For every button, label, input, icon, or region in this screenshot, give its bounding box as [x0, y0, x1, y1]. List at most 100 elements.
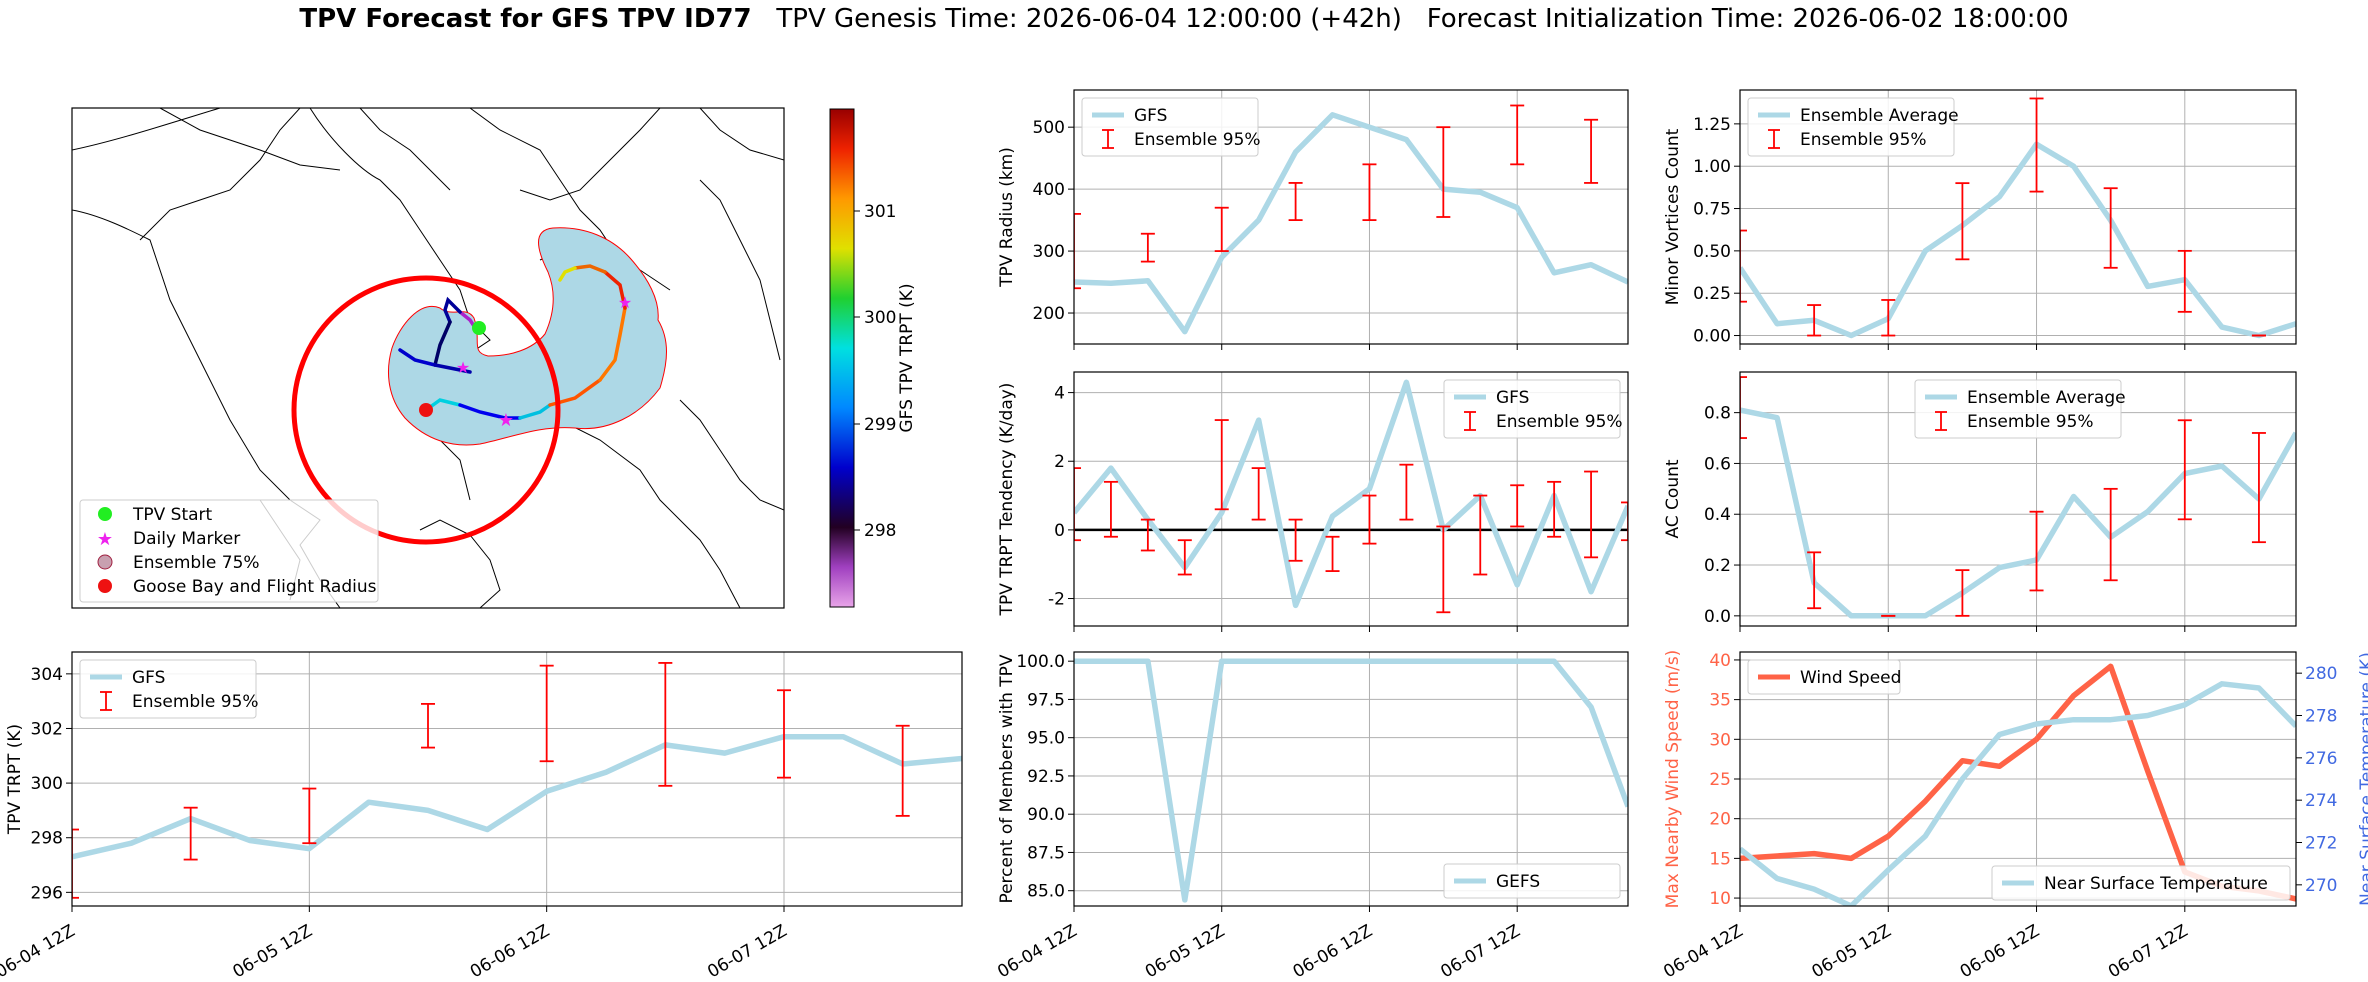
- colorbar-label: GFS TPV TRPT (K): [897, 283, 917, 432]
- legend-label: GEFS: [1496, 872, 1540, 892]
- y-axis-label: TPV TRPT Tendency (K/day): [997, 383, 1017, 617]
- y-tick-label: 400: [1033, 180, 1065, 200]
- y-tick-label: 0.75: [1693, 200, 1731, 220]
- figure-title: TPV Forecast for GFS TPV ID77 TPV Genesi…: [0, 4, 2368, 34]
- y-axis-label: TPV Radius (km): [997, 147, 1017, 288]
- y2-tick-label: 278: [2305, 707, 2337, 727]
- colorbar-tick-label: 299: [864, 415, 896, 435]
- plot-marks: [1740, 376, 2296, 619]
- legend-label: GFS: [1134, 106, 1167, 126]
- chart-legend: Near Surface Temperature: [1991, 865, 2291, 901]
- x-tick-label: 06-05 12Z: [1808, 921, 1894, 982]
- y-tick-label: 296: [31, 883, 63, 903]
- title-bold: TPV Forecast for GFS TPV ID77: [299, 4, 752, 34]
- y-tick-label: 10: [1709, 889, 1731, 909]
- y-axis-label: Minor Vortices Count: [1663, 128, 1683, 305]
- series-line-1: [1740, 681, 2296, 906]
- tpv-start-marker: [472, 321, 486, 335]
- map-legend-label: TPV Start: [132, 505, 213, 525]
- legend-box: [1443, 379, 1621, 439]
- legend-label: Ensemble 95%: [1134, 130, 1261, 150]
- plot-frame: [1073, 371, 1629, 627]
- legend-star-icon: ★: [97, 529, 113, 550]
- plot-marks: [1074, 379, 1628, 614]
- y-tick-label: 298: [31, 829, 63, 849]
- x-tick-label: 06-04 12Z: [994, 921, 1080, 982]
- y-tick-label: 25: [1709, 770, 1731, 790]
- map-panel: ★ ★ ★ TPV Start ★ Daily Marker Ensemble 75%…: [71, 107, 785, 609]
- y-tick-label: 15: [1709, 849, 1731, 869]
- y-axis-label: Max Nearby Wind Speed (m/s): [1663, 650, 1683, 909]
- chart-legend: GFS Ensemble 95%: [79, 659, 259, 719]
- x-tick-label: 06-04 12Z: [0, 921, 79, 982]
- daily-marker-star: ★: [498, 410, 514, 431]
- y-tick-label: 85.0: [1027, 882, 1065, 902]
- legend-label: Ensemble Average: [1800, 106, 1959, 126]
- chart-radius: 200 300 400 500 TPV Radius (km) GFS Ensemble 9…: [997, 89, 1629, 350]
- colorbar-tick-label: 298: [864, 521, 896, 541]
- legend-box: [1991, 865, 2291, 901]
- legend-label: Near Surface Temperature: [2044, 874, 2268, 894]
- x-tick-label: 06-05 12Z: [230, 921, 316, 982]
- legend-label: Ensemble 95%: [1800, 130, 1927, 150]
- series-line-0: [1740, 141, 2296, 339]
- series-line-0: [1074, 658, 1628, 903]
- plot-marks: [1074, 658, 1628, 903]
- series-line-0: [72, 733, 962, 860]
- plot-marks: [1074, 104, 1628, 335]
- y-tick-label: 200: [1033, 304, 1065, 324]
- plot-marks: [1740, 97, 2296, 339]
- daily-marker-star: ★: [618, 293, 632, 312]
- plot-frame: [1739, 651, 2297, 907]
- chart-wind_temp: 10 15 20 25 30 35 40 06-04 12Z 06-05 12Z 06-06 12…: [1660, 650, 2368, 982]
- y-tick-label: 0.00: [1693, 327, 1731, 347]
- y2-tick-label: 274: [2305, 791, 2337, 811]
- map-legend-label: Daily Marker: [133, 529, 240, 549]
- legend-box: [1443, 863, 1621, 899]
- y-tick-label: 95.0: [1027, 729, 1065, 749]
- legend-circle-icon: [98, 507, 112, 521]
- x-tick-label: 06-04 12Z: [1660, 921, 1746, 982]
- legend-box: [1914, 379, 2122, 439]
- y-tick-label: 0.2: [1704, 556, 1731, 576]
- y-axis-label: Percent of Members with TPV: [997, 654, 1017, 903]
- y-tick-label: 0.6: [1704, 454, 1731, 474]
- y-tick-label: 0.0: [1704, 607, 1731, 627]
- x-tick-label: 06-07 12Z: [1437, 921, 1523, 982]
- chart-legend: GFS Ensemble 95%: [1443, 379, 1623, 439]
- y-tick-label: 87.5: [1027, 843, 1065, 863]
- chart-trpt: 296 298 300 302 304 06-04 12Z 06-05 12Z 06-06 1…: [0, 651, 963, 982]
- chart-legend: Ensemble Average Ensemble 95%: [1747, 97, 1959, 157]
- map-legend: TPV Start ★ Daily Marker Ensemble 75% Goose …: [79, 499, 379, 603]
- chart-tendency: -2 0 2 4 TPV TRPT Tendency (K/day) GFS Ensembl…: [997, 371, 1629, 632]
- title-init: Forecast Initialization Time: 2026-06-02…: [1426, 4, 2069, 34]
- y-tick-label: 92.5: [1027, 767, 1065, 787]
- y-tick-label: -2: [1048, 590, 1065, 610]
- y-tick-label: 4: [1054, 384, 1065, 404]
- y-tick-label: 30: [1709, 730, 1731, 750]
- chart-members: 85.0 87.5 90.0 92.5 95.0 97.5 100.0 06-04 12Z 06…: [994, 651, 1629, 982]
- plot-marks: [72, 662, 962, 899]
- y-tick-label: 90.0: [1027, 805, 1065, 825]
- series-line-0: [1074, 379, 1628, 609]
- x-tick-label: 06-06 12Z: [1957, 921, 2043, 982]
- x-tick-label: 06-05 12Z: [1142, 921, 1228, 982]
- legend-label: Ensemble Average: [1967, 388, 2126, 408]
- chart-minor: 0.00 0.25 0.50 0.75 1.00 1.25 Minor Vortices C…: [1663, 89, 2297, 350]
- y-tick-label: 300: [1033, 242, 1065, 262]
- y-tick-label: 0: [1054, 521, 1065, 541]
- x-tick-label: 06-06 12Z: [467, 921, 553, 982]
- y-tick-label: 300: [31, 774, 63, 794]
- map-legend-label: Goose Bay and Flight Radius: [133, 577, 377, 597]
- y-tick-label: 500: [1033, 118, 1065, 138]
- legend-label: Ensemble 95%: [1496, 412, 1623, 432]
- y-tick-label: 40: [1709, 651, 1731, 671]
- y-tick-label: 0.25: [1693, 284, 1731, 304]
- x-tick-label: 06-06 12Z: [1290, 921, 1376, 982]
- plot-frame: [71, 651, 963, 907]
- title-genesis: TPV Genesis Time: 2026-06-04 12:00:00 (+…: [776, 4, 1402, 34]
- y-tick-label: 304: [31, 665, 63, 685]
- chart-legend: GFS Ensemble 95%: [1081, 97, 1261, 157]
